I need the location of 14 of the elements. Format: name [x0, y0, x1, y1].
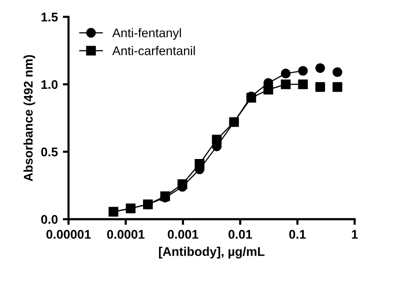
- y-tick-label: 1.0: [42, 80, 58, 89]
- x-tick-label: 0.001: [168, 230, 198, 239]
- y-tick-label: 0.0: [41, 214, 58, 224]
- legend-label: Anti-fentanyl: [112, 28, 181, 40]
- x-axis-title: [Antibody], µg/mL: [159, 246, 264, 259]
- x-tick-label: 0.1: [289, 230, 306, 239]
- legend-label: Anti-carfentanil: [112, 46, 195, 56]
- x-tick-label: 0.0001: [107, 230, 145, 239]
- y-axis-title: Absorbance (492 nm): [24, 55, 36, 182]
- x-tick-label: 0.01: [228, 230, 252, 239]
- x-tick-label: 1: [352, 230, 358, 239]
- y-tick-label: 1.5: [42, 12, 58, 22]
- x-tick-label: 0.00001: [46, 230, 91, 239]
- y-tick-label: 0.5: [41, 148, 58, 156]
